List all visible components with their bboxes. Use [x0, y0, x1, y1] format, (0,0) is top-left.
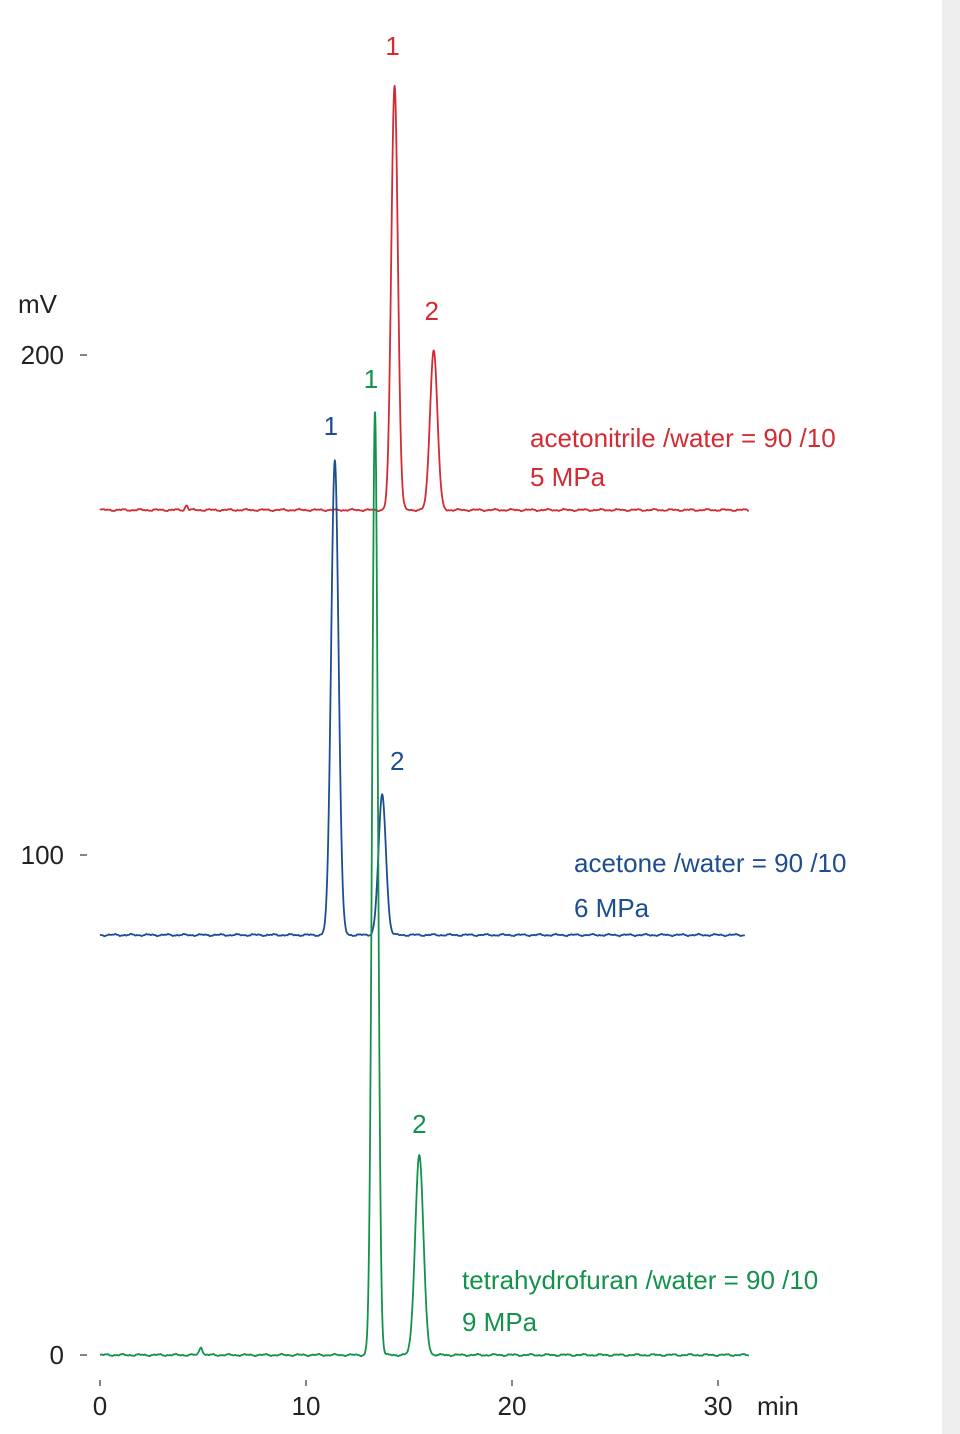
axes: 0 10 20 30 min 0 100 200 mV	[18, 289, 799, 1421]
y-tick-label-100: 100	[21, 840, 64, 870]
legend-name-2: acetone /water = 90 /10	[574, 848, 846, 878]
traces	[99, 84, 750, 1358]
peak-label-s1-2: 2	[424, 296, 438, 326]
peak-label-s3-2: 2	[412, 1109, 426, 1139]
x-tick-label-20: 20	[498, 1391, 527, 1421]
chromatogram-chart: 0 10 20 30 min 0 100 200 mV 1 2 acetonitrile /wate…	[18, 31, 847, 1421]
series-line-3	[99, 411, 750, 1358]
y-axis-label: mV	[18, 289, 58, 319]
x-tick-label-30: 30	[704, 1391, 733, 1421]
peak-label-s3-1: 1	[364, 364, 378, 394]
y-tick-label-200: 200	[21, 340, 64, 370]
legend-name-3: tetrahydrofuran /water = 90 /10	[462, 1265, 818, 1295]
series-line-2	[99, 459, 746, 938]
legend-name-1: acetonitrile /water = 90 /10	[530, 423, 836, 453]
peak-label-s2-1: 1	[324, 411, 338, 441]
series-line-1	[99, 84, 750, 513]
legend-condition-1: 5 MPa	[530, 462, 606, 492]
legend-condition-2: 6 MPa	[574, 893, 650, 923]
x-tick-label-0: 0	[93, 1391, 107, 1421]
peak-label-s1-1: 1	[385, 31, 399, 61]
x-axis-label: min	[757, 1391, 799, 1421]
x-tick-label-10: 10	[292, 1391, 321, 1421]
annotations: 1 2 acetonitrile /water = 90 /10 5 MPa 1 2 ace…	[324, 31, 847, 1337]
y-tick-label-0: 0	[50, 1340, 64, 1370]
legend-condition-3: 9 MPa	[462, 1307, 538, 1337]
side-strip	[942, 0, 960, 1434]
peak-label-s2-2: 2	[390, 746, 404, 776]
